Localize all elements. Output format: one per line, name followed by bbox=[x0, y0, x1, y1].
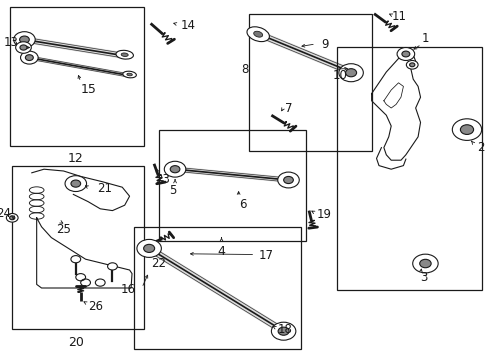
Circle shape bbox=[25, 55, 33, 60]
Text: 7: 7 bbox=[285, 102, 292, 114]
Circle shape bbox=[6, 213, 18, 222]
Ellipse shape bbox=[253, 31, 262, 37]
Text: 22: 22 bbox=[151, 257, 166, 270]
Text: 24: 24 bbox=[0, 207, 11, 220]
Circle shape bbox=[271, 322, 295, 340]
Circle shape bbox=[107, 263, 117, 270]
Text: 14: 14 bbox=[181, 19, 196, 32]
Circle shape bbox=[396, 48, 414, 60]
Circle shape bbox=[345, 69, 356, 77]
Text: 23: 23 bbox=[155, 173, 170, 186]
Circle shape bbox=[10, 216, 15, 220]
Bar bbox=[10, 7, 144, 146]
Text: 6: 6 bbox=[239, 198, 246, 211]
Ellipse shape bbox=[121, 53, 128, 57]
Circle shape bbox=[143, 244, 154, 252]
Text: 9: 9 bbox=[321, 39, 328, 51]
Circle shape bbox=[412, 254, 437, 273]
Circle shape bbox=[283, 176, 293, 184]
Circle shape bbox=[71, 180, 81, 187]
Circle shape bbox=[137, 239, 161, 257]
Ellipse shape bbox=[246, 27, 269, 42]
Text: 5: 5 bbox=[168, 184, 176, 197]
Circle shape bbox=[451, 119, 481, 140]
Circle shape bbox=[71, 256, 81, 263]
Text: 16: 16 bbox=[120, 283, 135, 296]
Ellipse shape bbox=[126, 73, 132, 76]
Text: 11: 11 bbox=[390, 10, 406, 23]
Ellipse shape bbox=[122, 71, 136, 78]
Circle shape bbox=[20, 51, 38, 64]
Bar bbox=[134, 227, 300, 349]
Bar bbox=[249, 14, 371, 151]
Circle shape bbox=[338, 64, 363, 82]
Text: 21: 21 bbox=[97, 183, 112, 195]
Text: 18: 18 bbox=[277, 323, 292, 336]
Circle shape bbox=[419, 259, 430, 268]
Circle shape bbox=[459, 125, 472, 134]
Circle shape bbox=[278, 327, 288, 335]
Text: 17: 17 bbox=[259, 249, 274, 262]
Text: 20: 20 bbox=[68, 336, 83, 348]
Circle shape bbox=[409, 63, 414, 67]
Text: 4: 4 bbox=[217, 245, 225, 258]
Circle shape bbox=[170, 166, 180, 173]
Text: 10: 10 bbox=[332, 69, 346, 82]
Circle shape bbox=[406, 60, 417, 69]
Text: 19: 19 bbox=[316, 208, 331, 221]
Bar bbox=[337, 47, 481, 290]
Ellipse shape bbox=[116, 50, 133, 59]
Text: 8: 8 bbox=[241, 63, 248, 76]
Circle shape bbox=[65, 176, 86, 192]
Bar bbox=[159, 130, 305, 241]
Text: 26: 26 bbox=[88, 300, 103, 313]
Text: 1: 1 bbox=[421, 32, 428, 45]
Text: 25: 25 bbox=[56, 223, 71, 236]
Circle shape bbox=[277, 172, 299, 188]
Circle shape bbox=[14, 32, 35, 48]
Circle shape bbox=[20, 45, 27, 50]
Text: 15: 15 bbox=[81, 83, 96, 96]
Text: 2: 2 bbox=[476, 141, 483, 154]
Text: 12: 12 bbox=[68, 152, 83, 165]
Bar bbox=[12, 166, 144, 329]
Text: 13: 13 bbox=[4, 36, 19, 49]
Circle shape bbox=[401, 51, 409, 57]
Circle shape bbox=[16, 42, 31, 53]
Circle shape bbox=[20, 36, 29, 43]
Text: 3: 3 bbox=[420, 271, 427, 284]
Circle shape bbox=[164, 161, 185, 177]
